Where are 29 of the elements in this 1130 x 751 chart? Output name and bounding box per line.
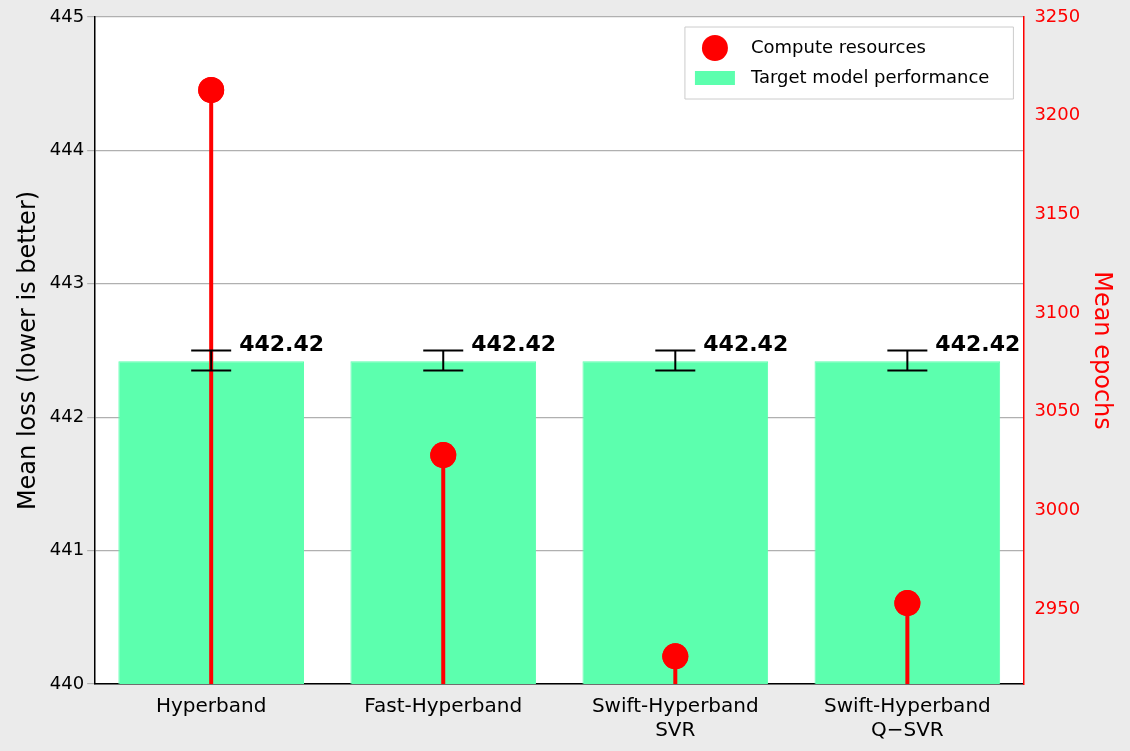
x-tick-label: Hyperband	[155, 693, 267, 718]
y2-tick-label: 3200	[1034, 103, 1081, 125]
point	[198, 77, 225, 104]
y-tick-label: 445	[49, 4, 85, 26]
x-tick-label: Swift-Hyperband Q−SVR	[823, 693, 991, 742]
y-tick-label: 441	[49, 538, 85, 560]
y2-tick-label: 3000	[1034, 498, 1081, 520]
data-label: 442.42	[935, 331, 1021, 357]
point	[430, 442, 457, 469]
y2-axis-title: Mean epochs	[1089, 271, 1118, 430]
legend-label: Target model performance	[749, 65, 990, 87]
y2-tick-label: 3050	[1034, 399, 1081, 421]
legend-label: Compute resources	[750, 35, 926, 57]
y2-tick-label: 2950	[1034, 596, 1081, 618]
y2-tick-label: 3250	[1034, 4, 1081, 26]
point	[662, 643, 689, 670]
point	[894, 590, 921, 617]
x-tick-label: Fast-Hyperband	[364, 693, 523, 718]
data-label: 442.42	[471, 331, 557, 357]
y2-tick-label: 3100	[1034, 300, 1081, 322]
data-label: 442.42	[703, 331, 789, 357]
y-axis-title: Mean loss (lower is better)	[12, 190, 41, 511]
y-tick-label: 442	[49, 404, 85, 426]
data-label: 442.42	[239, 331, 325, 357]
y2-tick-label: 3150	[1034, 202, 1081, 224]
y-tick-label: 440	[49, 671, 85, 693]
x-tick-label: Swift-Hyperband SVR	[591, 693, 759, 742]
y-tick-label: 444	[49, 138, 85, 160]
y-tick-label: 443	[49, 271, 85, 293]
